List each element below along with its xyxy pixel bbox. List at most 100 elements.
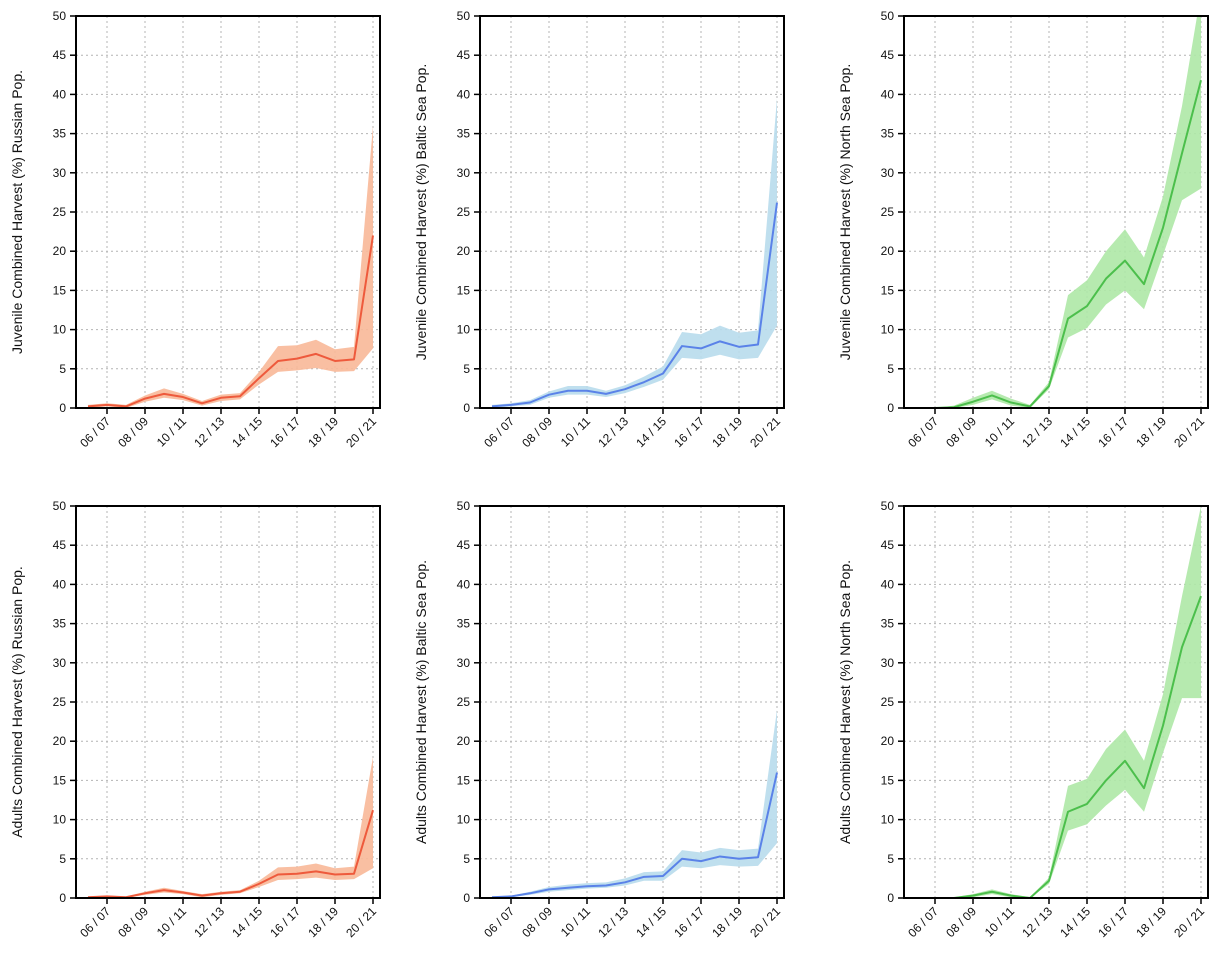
x-tick-label: 12 / 13: [191, 414, 227, 450]
x-tick-label: 08 / 09: [115, 904, 151, 940]
y-tick-label: 40: [53, 577, 67, 591]
y-tick-label: 5: [887, 852, 894, 866]
x-tick-label: 14 / 15: [229, 904, 265, 940]
y-tick-label: 30: [53, 166, 67, 180]
y-tick-label: 20: [457, 734, 471, 748]
y-tick-label: 40: [53, 87, 67, 101]
x-tick-label: 10 / 11: [558, 904, 593, 939]
y-tick-label: 35: [881, 617, 895, 631]
panel-adults-russian: 0 5 10 15 20 25 30 35 40 45 50 06 / 07 08 / 09 10 / 1…: [9, 499, 381, 940]
y-tick-label: 25: [53, 695, 67, 709]
x-tick-label: 16 / 17: [671, 904, 707, 940]
y-tick-label: 5: [59, 362, 66, 376]
y-tick-label: 45: [457, 538, 471, 552]
x-tick-label: 08 / 09: [943, 904, 979, 940]
x-tick-label: 16 / 17: [671, 414, 707, 450]
x-tick-label: 18 / 19: [709, 904, 745, 940]
y-tick-label: 40: [457, 87, 471, 101]
panel-adults-baltic: 0 5 10 15 20 25 30 35 40 45 50 06 / 07 08 / 09 10 / 1…: [413, 499, 785, 940]
y-tick-label: 45: [881, 48, 895, 62]
x-tick-label: 20 / 21: [343, 904, 379, 940]
y-tick-label: 20: [457, 244, 471, 258]
confidence-band: [916, 506, 1201, 898]
y-tick-label: 40: [881, 87, 895, 101]
y-tick-label: 0: [59, 891, 66, 905]
y-tick-label: 20: [881, 244, 895, 258]
series-line: [916, 595, 1202, 898]
y-axis-title: Adults Combined Harvest (%) Russian Pop.: [9, 566, 25, 838]
y-tick-label: 35: [457, 127, 471, 141]
y-tick-label: 30: [53, 656, 67, 670]
y-tick-label: 30: [457, 656, 471, 670]
x-tick-label: 20 / 21: [747, 904, 783, 940]
series-line: [491, 202, 778, 408]
y-tick-label: 25: [881, 205, 895, 219]
y-tick-label: 5: [887, 362, 894, 376]
y-tick-label: 25: [881, 695, 895, 709]
x-tick-label: 12 / 13: [1019, 904, 1055, 940]
panel-juvenile-baltic: 0 5 10 15 20 25 30 35 40 45 50 06 / 07 08 / 09 10 / 1…: [413, 9, 785, 450]
y-tick-label: 20: [53, 734, 67, 748]
x-tick-label: 18 / 19: [1133, 414, 1169, 450]
x-tick-label: 06 / 07: [77, 414, 113, 450]
y-axis-title: Adults Combined Harvest (%) North Sea Po…: [837, 560, 853, 844]
x-tick-label: 16 / 17: [267, 414, 303, 450]
y-tick-label: 0: [59, 401, 66, 415]
y-tick-label: 20: [53, 244, 67, 258]
x-tick-label: 20 / 21: [1171, 904, 1207, 940]
y-axis-title: Juvenile Combined Harvest (%) North Sea …: [837, 64, 853, 360]
series-line: [87, 235, 374, 408]
y-tick-label: 50: [53, 499, 67, 513]
x-tick-label: 12 / 13: [595, 414, 631, 450]
y-tick-label: 30: [457, 166, 471, 180]
x-tick-label: 06 / 07: [905, 414, 941, 450]
y-tick-label: 15: [53, 773, 67, 787]
x-tick-label: 12 / 13: [595, 904, 631, 940]
y-axis-title: Juvenile Combined Harvest (%) Russian Po…: [9, 70, 25, 354]
x-tick-label: 18 / 19: [1133, 904, 1169, 940]
panel-adults-north: 0 5 10 15 20 25 30 35 40 45 50 06 / 07 08 / 09 10 / 1…: [837, 499, 1209, 940]
series-line: [491, 772, 778, 898]
y-axis-title: Adults Combined Harvest (%) Baltic Sea P…: [413, 560, 429, 844]
x-tick-label: 12 / 13: [191, 904, 227, 940]
y-tick-label: 15: [881, 773, 895, 787]
y-tick-label: 5: [463, 362, 470, 376]
panel-juvenile-north: 0 5 10 15 20 25 30 35 40 45 50 06 / 07 08 / 09 10 / 1…: [837, 9, 1209, 450]
y-tick-label: 35: [53, 617, 67, 631]
y-axis-title: Juvenile Combined Harvest (%) Baltic Sea…: [413, 64, 429, 360]
x-tick-label: 14 / 15: [1057, 904, 1093, 940]
x-tick-label: 18 / 19: [305, 904, 341, 940]
y-tick-label: 15: [457, 283, 471, 297]
y-tick-label: 25: [457, 695, 471, 709]
x-tick-label: 14 / 15: [633, 904, 669, 940]
x-tick-label: 16 / 17: [1095, 414, 1131, 450]
y-tick-label: 50: [53, 9, 67, 23]
x-tick-label: 10 / 11: [154, 414, 189, 449]
y-tick-label: 10: [53, 813, 67, 827]
y-tick-label: 25: [53, 205, 67, 219]
confidence-band: [492, 709, 777, 898]
y-tick-label: 30: [881, 166, 895, 180]
x-tick-label: 18 / 19: [709, 414, 745, 450]
x-tick-label: 10 / 11: [982, 904, 1017, 939]
y-tick-label: 50: [881, 499, 895, 513]
y-tick-label: 10: [457, 323, 471, 337]
y-tick-label: 0: [463, 401, 470, 415]
confidence-band: [492, 98, 777, 408]
y-tick-label: 5: [59, 852, 66, 866]
y-tick-label: 35: [53, 127, 67, 141]
x-tick-label: 08 / 09: [115, 414, 151, 450]
y-tick-label: 40: [457, 577, 471, 591]
x-tick-label: 08 / 09: [519, 414, 555, 450]
x-tick-label: 10 / 11: [558, 414, 593, 449]
y-tick-label: 10: [881, 323, 895, 337]
x-tick-label: 14 / 15: [229, 414, 265, 450]
y-tick-label: 15: [457, 773, 471, 787]
confidence-band: [88, 125, 373, 408]
y-tick-label: 15: [881, 283, 895, 297]
y-tick-label: 20: [881, 734, 895, 748]
y-tick-label: 10: [457, 813, 471, 827]
y-tick-label: 10: [53, 323, 67, 337]
x-tick-label: 06 / 07: [905, 904, 941, 940]
y-tick-label: 35: [881, 127, 895, 141]
